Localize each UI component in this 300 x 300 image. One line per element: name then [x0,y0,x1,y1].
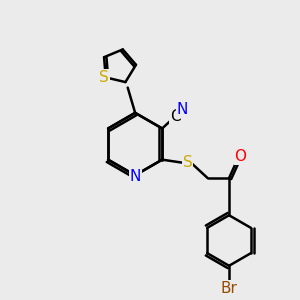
Text: O: O [234,149,246,164]
Text: N: N [177,102,188,117]
Text: N: N [130,169,141,184]
Text: C: C [170,109,180,124]
Text: S: S [99,70,109,85]
Text: Br: Br [220,280,238,296]
Text: S: S [183,155,192,170]
